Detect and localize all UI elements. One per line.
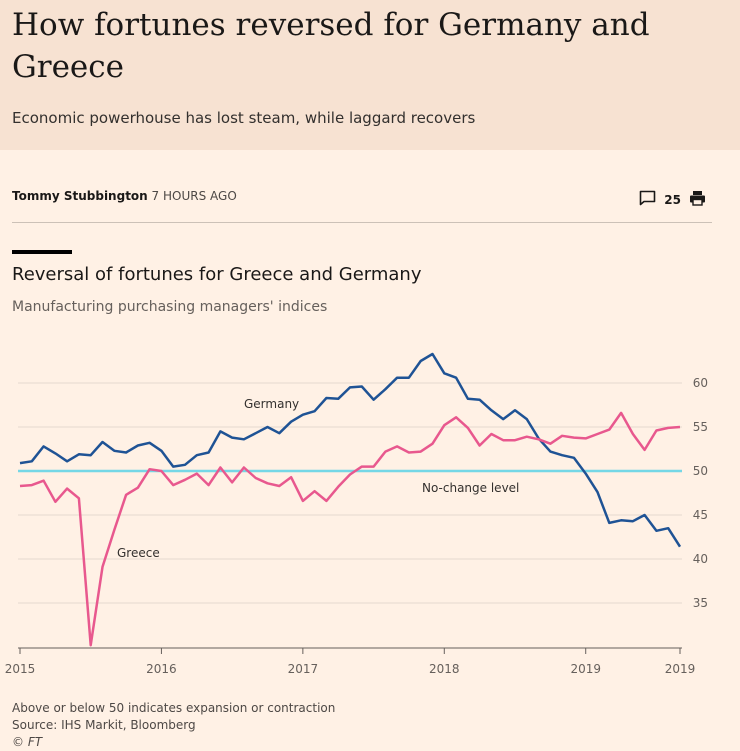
y-tick-label: 50 bbox=[693, 464, 708, 478]
y-tick-label: 55 bbox=[693, 420, 708, 434]
no-change-label: No-change level bbox=[422, 481, 519, 495]
x-tick-label: 2018 bbox=[429, 662, 460, 676]
greece-label: Greece bbox=[117, 546, 160, 560]
chart-source: Source: IHS Markit, Bloomberg bbox=[12, 718, 196, 732]
x-tick-label: 2019 bbox=[665, 662, 696, 676]
author-link[interactable]: Tommy Stubbington bbox=[12, 189, 148, 203]
x-tick-label: 2017 bbox=[288, 662, 319, 676]
printer-icon[interactable] bbox=[689, 190, 706, 209]
comment-count[interactable]: 25 bbox=[664, 192, 681, 207]
article-header: How fortunes reversed for Germany and Gr… bbox=[0, 0, 740, 150]
germany-label: Germany bbox=[244, 397, 299, 411]
x-tick-label: 2019 bbox=[570, 662, 601, 676]
byline: Tommy Stubbington 7 HOURS AGO bbox=[12, 189, 237, 203]
article-tools: 25 bbox=[639, 190, 706, 209]
speech-bubble-icon[interactable] bbox=[639, 190, 656, 209]
standfirst: Economic powerhouse has lost steam, whil… bbox=[12, 109, 476, 127]
greece-line bbox=[19, 411, 681, 647]
x-tick-label: 2015 bbox=[5, 662, 36, 676]
y-tick-label: 45 bbox=[693, 508, 708, 522]
y-tick-label: 40 bbox=[693, 552, 708, 566]
byline-divider bbox=[12, 222, 712, 223]
chart-title: Reversal of fortunes for Greece and Germ… bbox=[12, 264, 422, 285]
chart-credit: © FT bbox=[12, 735, 43, 749]
y-tick-label: 60 bbox=[693, 376, 708, 390]
publish-time: 7 HOURS AGO bbox=[151, 189, 237, 203]
x-tick-label: 2016 bbox=[146, 662, 177, 676]
germany-line bbox=[19, 352, 682, 548]
chart-footnote: Above or below 50 indicates expansion or… bbox=[12, 701, 336, 715]
chart-accent-bar bbox=[12, 250, 72, 254]
headline: How fortunes reversed for Germany and Gr… bbox=[12, 7, 650, 85]
chart-notes: Above or below 50 indicates expansion or… bbox=[12, 700, 335, 751]
chart-subtitle: Manufacturing purchasing managers' indic… bbox=[12, 299, 328, 315]
y-tick-label: 35 bbox=[693, 596, 708, 610]
